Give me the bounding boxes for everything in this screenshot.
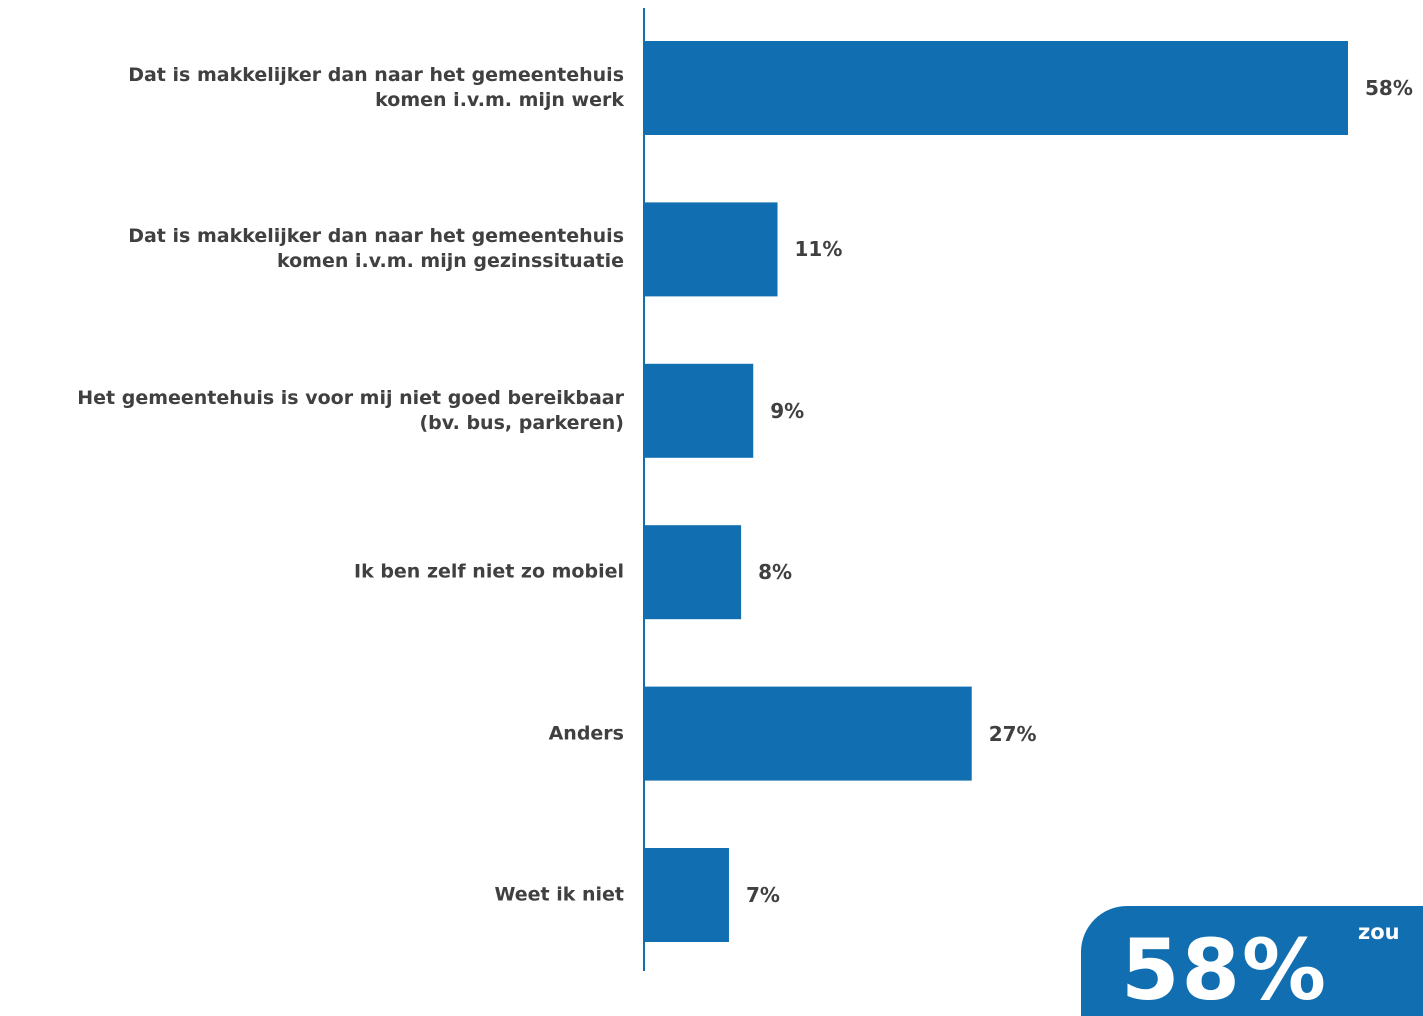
bar <box>644 202 778 297</box>
bar <box>644 848 729 942</box>
category-label-line: Dat is makkelijker dan naar het gemeente… <box>128 225 624 248</box>
data-label: 8% <box>758 560 793 585</box>
category-label-line: Dat is makkelijker dan naar het gemeente… <box>128 64 624 86</box>
category-label: Dat is makkelijker dan naar het gemeente… <box>0 63 624 113</box>
bar <box>644 41 1348 135</box>
category-label-line: Het gemeentehuis is voor mij niet goed b… <box>77 386 624 409</box>
bar <box>644 525 742 620</box>
bar-chart <box>643 8 1348 971</box>
category-label-line: Anders <box>548 722 624 745</box>
data-label: 7% <box>745 883 780 907</box>
data-label: 11% <box>794 237 843 262</box>
callout-text: zou <box>1358 920 1400 944</box>
category-label-line: komen i.v.m. mijn gezinssituatie <box>276 250 624 273</box>
category-label: Het gemeentehuis is voor mij niet goed b… <box>0 386 624 436</box>
category-label-line: Weet ik niet <box>494 883 624 906</box>
data-label: 27% <box>988 721 1037 746</box>
callout-percentage: 58% <box>1121 921 1329 1016</box>
category-label-line: komen i.v.m. mijn werk <box>375 89 624 111</box>
bars-group <box>644 41 1348 942</box>
category-label-line: Ik ben zelf niet zo mobiel <box>354 560 624 583</box>
category-label: Weet ik niet <box>0 883 624 908</box>
data-label: 9% <box>770 398 805 423</box>
bar <box>644 686 972 781</box>
category-label: Anders <box>0 721 624 746</box>
data-label: 58% <box>1365 76 1413 100</box>
category-label: Ik ben zelf niet zo mobiel <box>0 560 624 585</box>
summary-callout: 58% zou <box>1081 906 1423 1016</box>
category-label: Dat is makkelijker dan naar het gemeente… <box>0 224 624 274</box>
bar <box>644 363 754 458</box>
category-label-line: (bv. bus, parkeren) <box>419 411 625 434</box>
